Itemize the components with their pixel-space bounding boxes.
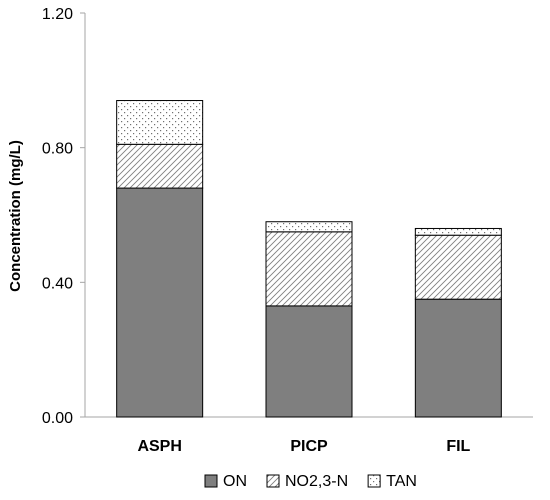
bar-segment-no2-3-n-asph [116, 143, 204, 189]
bar-segment-tan-asph [116, 100, 204, 145]
legend: ON NO2,3-N TAN [204, 473, 417, 490]
legend-swatch [204, 474, 218, 488]
bar-segment-on-fil [414, 298, 502, 418]
bar-segment-on-picp [265, 305, 353, 418]
y-tick-label: 0.80 [42, 141, 73, 158]
y-axis-ticks: 0.00 0.40 0.80 1.20 [42, 6, 85, 427]
bar-segment-on-asph [116, 187, 204, 418]
category-labels: ASPH PICP FIL [137, 438, 470, 455]
bar-segment-no2-3-n-fil [414, 234, 502, 300]
y-tick-label: 0.00 [42, 410, 73, 427]
y-tick-label: 1.20 [42, 6, 73, 23]
bar-segment-tan-picp [265, 221, 353, 233]
bar-segment-no2-3-n-picp [265, 231, 353, 307]
legend-swatch [367, 474, 381, 488]
x-category-label: ASPH [137, 438, 181, 455]
bars-group [116, 100, 502, 418]
y-axis-title: Concentration (mg/L) [7, 140, 24, 292]
legend-label: NO2,3-N [285, 473, 348, 490]
x-category-label: PICP [290, 438, 328, 455]
legend-label: TAN [386, 473, 417, 490]
x-category-label: FIL [446, 438, 470, 455]
legend-swatch [266, 474, 280, 488]
y-tick-label: 0.40 [42, 275, 73, 292]
legend-label: ON [223, 473, 247, 490]
bar-segment-tan-fil [414, 227, 502, 236]
